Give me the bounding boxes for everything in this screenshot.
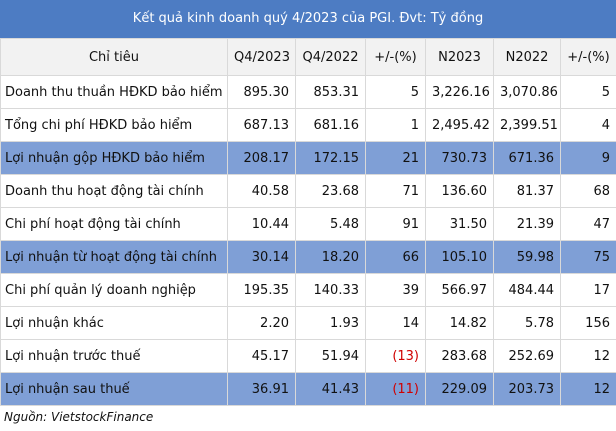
row-label: Doanh thu thuần HĐKD bảo hiểm — [0, 75, 228, 109]
table-row: Tổng chi phí HĐKD bảo hiểm 687.13 681.16 1 2… — [0, 108, 616, 142]
cell: (13) — [365, 339, 426, 373]
cell: 41.43 — [295, 372, 366, 406]
table: Chỉ tiêu Q4/2023 Q4/2022 +/-(%) N2023 N2022 +/… — [0, 38, 616, 406]
cell: 12 — [560, 339, 616, 373]
column-header: Chỉ tiêu — [0, 38, 228, 76]
cell: 5.48 — [295, 207, 366, 241]
cell: 2.20 — [227, 306, 296, 340]
cell: 671.36 — [493, 141, 561, 175]
row-label: Lợi nhuận từ hoạt động tài chính — [0, 240, 228, 274]
cell: 21 — [365, 141, 426, 175]
cell: 31.50 — [425, 207, 494, 241]
cell: 17 — [560, 273, 616, 307]
cell: 14 — [365, 306, 426, 340]
column-header: Q4/2022 — [295, 38, 366, 76]
cell: 30.14 — [227, 240, 296, 274]
row-label: Lợi nhuận gộp HĐKD bảo hiểm — [0, 141, 228, 175]
cell: 172.15 — [295, 141, 366, 175]
row-label: Chi phí quản lý doanh nghiệp — [0, 273, 228, 307]
cell: 18.20 — [295, 240, 366, 274]
table-row: Doanh thu thuần HĐKD bảo hiểm 895.30 853.3… — [0, 75, 616, 109]
table-row: Lợi nhuận sau thuế 36.91 41.43 (11) 229.09 20… — [0, 372, 616, 406]
cell: 208.17 — [227, 141, 296, 175]
title: Kết quả kinh doanh quý 4/2023 của PGI. Đ… — [0, 0, 616, 38]
cell: 36.91 — [227, 372, 296, 406]
cell: 23.68 — [295, 174, 366, 208]
row-label: Chi phí hoạt động tài chính — [0, 207, 228, 241]
cell: 252.69 — [493, 339, 561, 373]
cell: 39 — [365, 273, 426, 307]
cell: 59.98 — [493, 240, 561, 274]
column-header: Q4/2023 — [227, 38, 296, 76]
cell: 195.35 — [227, 273, 296, 307]
cell: 566.97 — [425, 273, 494, 307]
cell: 484.44 — [493, 273, 561, 307]
cell: 68 — [560, 174, 616, 208]
cell: 45.17 — [227, 339, 296, 373]
cell: 895.30 — [227, 75, 296, 109]
table-row: Chi phí quản lý doanh nghiệp 195.35 140.33… — [0, 273, 616, 307]
table-body: Doanh thu thuần HĐKD bảo hiểm 895.30 853.3… — [0, 75, 616, 406]
cell: 40.58 — [227, 174, 296, 208]
cell: 91 — [365, 207, 426, 241]
cell: 5.78 — [493, 306, 561, 340]
cell: 687.13 — [227, 108, 296, 142]
row-label: Lợi nhuận trước thuế — [0, 339, 228, 373]
table-row: Doanh thu hoạt động tài chính 40.58 23.68 7… — [0, 174, 616, 208]
cell: 853.31 — [295, 75, 366, 109]
cell: 5 — [365, 75, 426, 109]
cell: 156 — [560, 306, 616, 340]
cell: 14.82 — [425, 306, 494, 340]
cell: (11) — [365, 372, 426, 406]
cell: 229.09 — [425, 372, 494, 406]
cell: 105.10 — [425, 240, 494, 274]
cell: 10.44 — [227, 207, 296, 241]
cell: 81.37 — [493, 174, 561, 208]
cell: 203.73 — [493, 372, 561, 406]
row-label: Lợi nhuận khác — [0, 306, 228, 340]
cell: 47 — [560, 207, 616, 241]
cell: 75 — [560, 240, 616, 274]
table-row: Chi phí hoạt động tài chính 10.44 5.48 91 31… — [0, 207, 616, 241]
row-label: Tổng chi phí HĐKD bảo hiểm — [0, 108, 228, 142]
table-row: Lợi nhuận từ hoạt động tài chính 30.14 18.… — [0, 240, 616, 274]
cell: 71 — [365, 174, 426, 208]
source: Nguồn: VietstockFinance — [4, 410, 154, 424]
cell: 136.60 — [425, 174, 494, 208]
table-row: Lợi nhuận trước thuế 45.17 51.94 (13) 283.68… — [0, 339, 616, 373]
cell: 3,070.86 — [493, 75, 561, 109]
column-header: N2022 — [493, 38, 561, 76]
column-header: +/-(%) — [560, 38, 616, 76]
cell: 730.73 — [425, 141, 494, 175]
table-row: Lợi nhuận khác 2.20 1.93 14 14.82 5.78 156 — [0, 306, 616, 340]
column-header: +/-(%) — [365, 38, 426, 76]
cell: 1 — [365, 108, 426, 142]
cell: 1.93 — [295, 306, 366, 340]
table-row: Lợi nhuận gộp HĐKD bảo hiểm 208.17 172.15 2… — [0, 141, 616, 175]
cell: 9 — [560, 141, 616, 175]
cell: 2,495.42 — [425, 108, 494, 142]
header-row: Chỉ tiêu Q4/2023 Q4/2022 +/-(%) N2023 N2022 +/… — [0, 38, 616, 76]
cell: 140.33 — [295, 273, 366, 307]
cell: 2,399.51 — [493, 108, 561, 142]
cell: 5 — [560, 75, 616, 109]
row-label: Doanh thu hoạt động tài chính — [0, 174, 228, 208]
cell: 51.94 — [295, 339, 366, 373]
cell: 3,226.16 — [425, 75, 494, 109]
column-header: N2023 — [425, 38, 494, 76]
cell: 681.16 — [295, 108, 366, 142]
cell: 283.68 — [425, 339, 494, 373]
cell: 4 — [560, 108, 616, 142]
cell: 12 — [560, 372, 616, 406]
cell: 66 — [365, 240, 426, 274]
row-label: Lợi nhuận sau thuế — [0, 372, 228, 406]
cell: 21.39 — [493, 207, 561, 241]
